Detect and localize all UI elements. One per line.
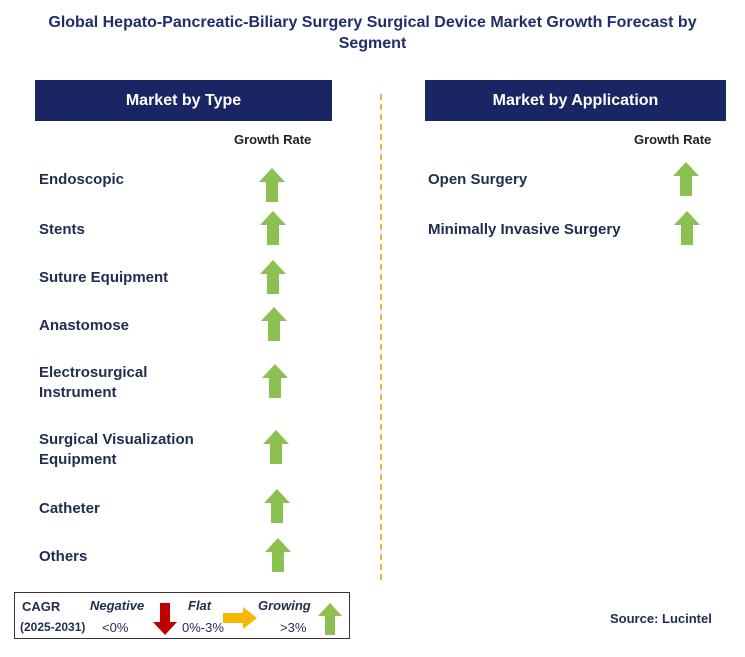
up-arrow-icon [673,162,699,196]
type-label-surgical-visualization-equipment: Surgical Visualization Equipment [39,431,194,468]
up-arrow-icon [265,538,291,572]
legend-flat-label: Flat [188,598,212,613]
up-arrow-icon [318,603,342,635]
legend-growing-label: Growing [258,598,311,613]
market-by-type-header-label: Market by Type [125,91,242,109]
down-arrow-icon [153,603,177,635]
legend-growing-range: >3% [280,620,307,635]
application-label-minimally-invasive-surgery: Minimally Invasive Surgery [428,221,621,238]
market-by-type-header: Market by Type [35,80,332,121]
up-arrow-icon [259,168,285,202]
legend-period: (2025-2031) [20,620,86,634]
type-label-others: Others [39,548,88,565]
type-label-suture-equipment: Suture Equipment [39,269,169,286]
chart-title: Global Hepato-Pancreatic-Biliary Surgery… [48,14,697,52]
type-label-catheter: Catheter [39,500,100,517]
legend-negative-range: <0% [102,620,129,635]
type-label-stents: Stents [39,221,85,238]
legend-cagr-label: CAGR [22,599,61,614]
type-label-anastomose: Anastomose [39,317,130,334]
type-label-electrosurgical-instrument: Electrosurgical Instrument [39,364,148,401]
panel-divider [380,94,382,580]
market-by-application-header: Market by Application [425,80,726,121]
up-arrow-icon [262,364,288,398]
right-arrow-icon [223,607,257,629]
market-by-application-header-label: Market by Application [492,91,659,109]
left-growth-rate-label: Growth Rate [234,132,312,147]
application-label-open-surgery: Open Surgery [428,171,528,188]
cagr-legend: CAGR (2025-2031) Negative <0% Flat 0%-3%… [14,592,350,639]
up-arrow-icon [260,211,286,245]
legend-flat-range: 0%-3% [182,620,224,635]
source-label: Source: Lucintel [610,611,712,626]
type-label-endoscopic: Endoscopic [39,171,125,188]
up-arrow-icon [264,489,290,523]
legend-negative-label: Negative [90,598,145,613]
up-arrow-icon [263,430,289,464]
up-arrow-icon [260,260,286,294]
up-arrow-icon [674,211,700,245]
up-arrow-icon [261,307,287,341]
right-growth-rate-label: Growth Rate [634,132,712,147]
